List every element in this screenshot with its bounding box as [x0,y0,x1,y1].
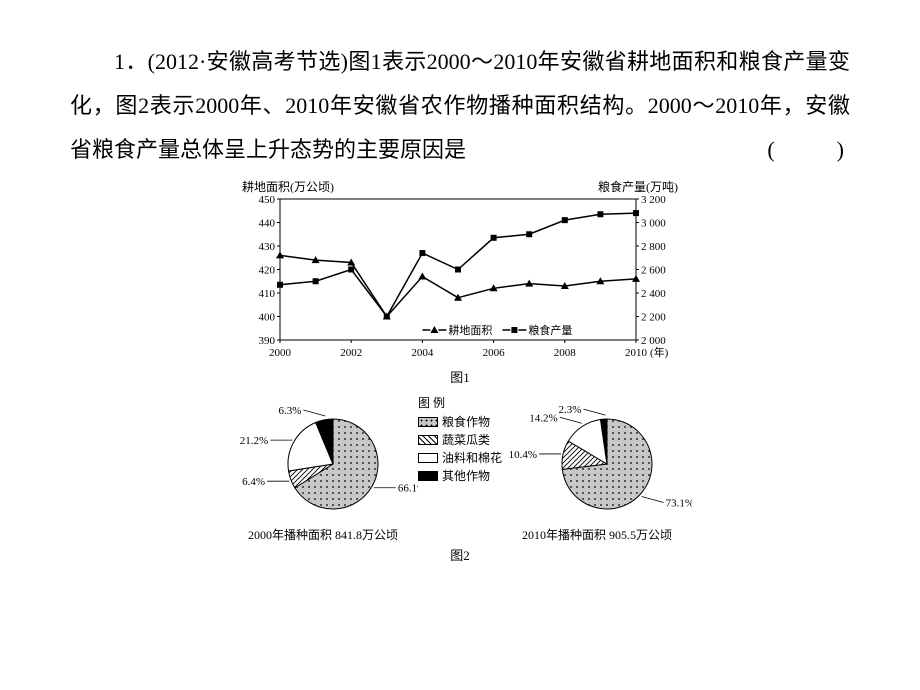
svg-text:2008: 2008 [554,347,577,359]
pie-2000-col: 66.1% 6.4% 21.2% 6.3% 2000年播种面积 841.8万公顷 [228,394,418,543]
svg-text:2010: 2010 [625,347,648,359]
svg-text:440: 440 [259,218,276,230]
svg-text:2 000: 2 000 [641,335,666,347]
svg-text:2004: 2004 [411,347,434,359]
chart1-caption: 图1 [240,367,680,386]
legend-swatch [418,453,438,463]
pie-2000: 66.1% 6.4% 21.2% 6.3% [228,394,418,524]
svg-text:400: 400 [259,312,276,324]
pie-2010: 73.1% 10.4% 14.2%2.3% [502,394,692,524]
svg-text:2 600: 2 600 [641,265,666,277]
svg-text:粮食产量: 粮食产量 [528,323,572,337]
svg-text:6.3%: 6.3% [278,405,301,417]
legend-swatch [418,417,438,427]
svg-text:410: 410 [259,288,276,300]
svg-text:14.2%: 14.2% [529,412,557,424]
legend-label: 蔬菜瓜类 [442,431,490,448]
answer-blank: ( ) [767,128,850,172]
pie-2000-sublabel: 2000年播种面积 841.8万公顷 [248,526,398,543]
legend-row: 蔬菜瓜类 [418,431,502,448]
legend-row: 粮食作物 [418,413,502,430]
legend-swatch [418,471,438,481]
svg-text:2 400: 2 400 [641,288,666,300]
svg-text:73.1%: 73.1% [666,498,692,510]
svg-text:2 200: 2 200 [641,312,666,324]
svg-text:420: 420 [259,265,276,277]
charts-container: 耕地面积(万公顷) 粮食产量(万吨) 390 400 410 420 430 440 450… [70,178,850,564]
svg-text:450: 450 [259,195,276,206]
svg-text:2006: 2006 [483,347,506,359]
pie-2010-sublabel: 2010年播种面积 905.5万公顷 [522,526,672,543]
question-source: (2012·安徽高考节选) [148,49,348,74]
svg-text:3 200: 3 200 [641,195,666,206]
legend-label: 其他作物 [442,467,490,484]
svg-text:耕地面积: 耕地面积 [448,323,492,337]
chart1: 耕地面积(万公顷) 粮食产量(万吨) 390 400 410 420 430 440 450… [240,178,680,386]
svg-text:2 800: 2 800 [641,241,666,253]
svg-text:6.4%: 6.4% [242,476,265,488]
legend-row: 油料和棉花 [418,449,502,466]
legend-label: 油料和棉花 [442,449,502,466]
svg-text:2002: 2002 [340,347,362,359]
pie-2010-col: 73.1% 10.4% 14.2%2.3% 2010年播种面积 905.5万公顷 [502,394,692,543]
svg-text:2.3%: 2.3% [559,404,582,416]
svg-text:66.1%: 66.1% [398,483,418,495]
svg-text:390: 390 [259,335,276,347]
svg-text:10.4%: 10.4% [509,449,537,461]
chart1-left-axis-label: 耕地面积(万公顷) [242,178,334,195]
question-paragraph: 1．(2012·安徽高考节选)图1表示2000～2010年安徽省耕地面积和粮食产… [70,40,850,172]
chart2-caption: 图2 [450,545,470,564]
svg-text:3 000: 3 000 [641,218,666,230]
legend-title: 图 例 [418,394,502,411]
legend-row: 其他作物 [418,467,502,484]
legend-swatch [418,435,438,445]
question-number: 1． [114,49,148,74]
chart2-legend: 图 例 粮食作物蔬菜瓜类油料和棉花其他作物 [418,394,502,485]
chart1-svg: 390 400 410 420 430 440 450 2 000 2 200 2 400 2 60… [240,195,680,365]
svg-text:430: 430 [259,241,276,253]
legend-label: 粮食作物 [442,413,490,430]
svg-text:21.2%: 21.2% [240,435,268,447]
svg-text:(年): (年) [650,345,669,359]
chart1-right-axis-label: 粮食产量(万吨) [598,178,678,195]
svg-text:2000: 2000 [269,347,292,359]
chart2: 66.1% 6.4% 21.2% 6.3% 2000年播种面积 841.8万公顷 图 … [200,394,720,543]
